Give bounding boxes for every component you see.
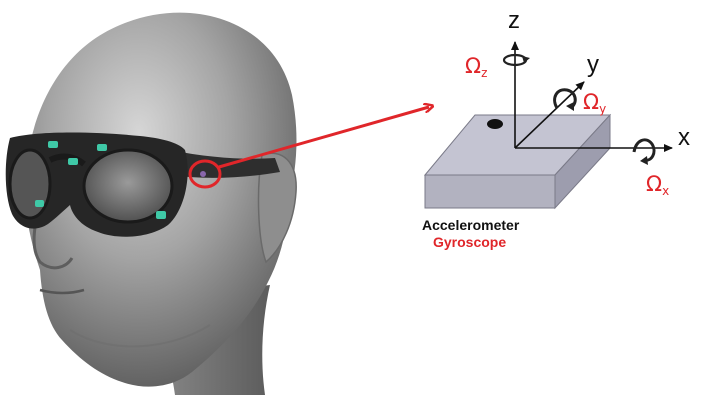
sensor-led [68, 158, 78, 165]
x-axis-label: x [678, 124, 690, 151]
ear [257, 152, 297, 264]
arrow-pointer-icon [218, 107, 429, 169]
omega-x-label: Ωx [646, 172, 669, 198]
glasses-lens-right [82, 148, 174, 224]
rotation-arrow-icon [553, 88, 577, 111]
y-axis-label: y [587, 51, 599, 78]
coordinate-axes: z x y [508, 7, 690, 152]
glasses-bridge [48, 153, 86, 167]
chip-pin1-marker [487, 119, 503, 129]
gyroscope-label: Gyroscope [433, 234, 506, 250]
glasses-lens-left [8, 148, 52, 220]
sensor-chip [423, 113, 612, 210]
accelerometer-label: Accelerometer [422, 217, 520, 233]
sensor-led [97, 144, 107, 151]
rotation-arrow-icon [632, 138, 656, 165]
omega-z-label: Ωz [465, 54, 487, 80]
sensor-led [35, 200, 44, 207]
sensor-leds [35, 141, 166, 219]
rotation-arrow-icon [502, 53, 530, 67]
jaw-shade [69, 324, 211, 348]
head-with-glasses [5, 12, 297, 395]
imu-sensor-dot [200, 171, 206, 177]
mouth [39, 288, 85, 295]
sensor-led [48, 141, 58, 148]
highlight-circle-icon [188, 159, 222, 189]
rotation-arrows [502, 53, 656, 165]
z-axis-label: z [508, 7, 520, 34]
sensor-led [156, 211, 166, 219]
chip-front-face [424, 174, 556, 209]
omega-y-label: Ωy [583, 90, 606, 116]
